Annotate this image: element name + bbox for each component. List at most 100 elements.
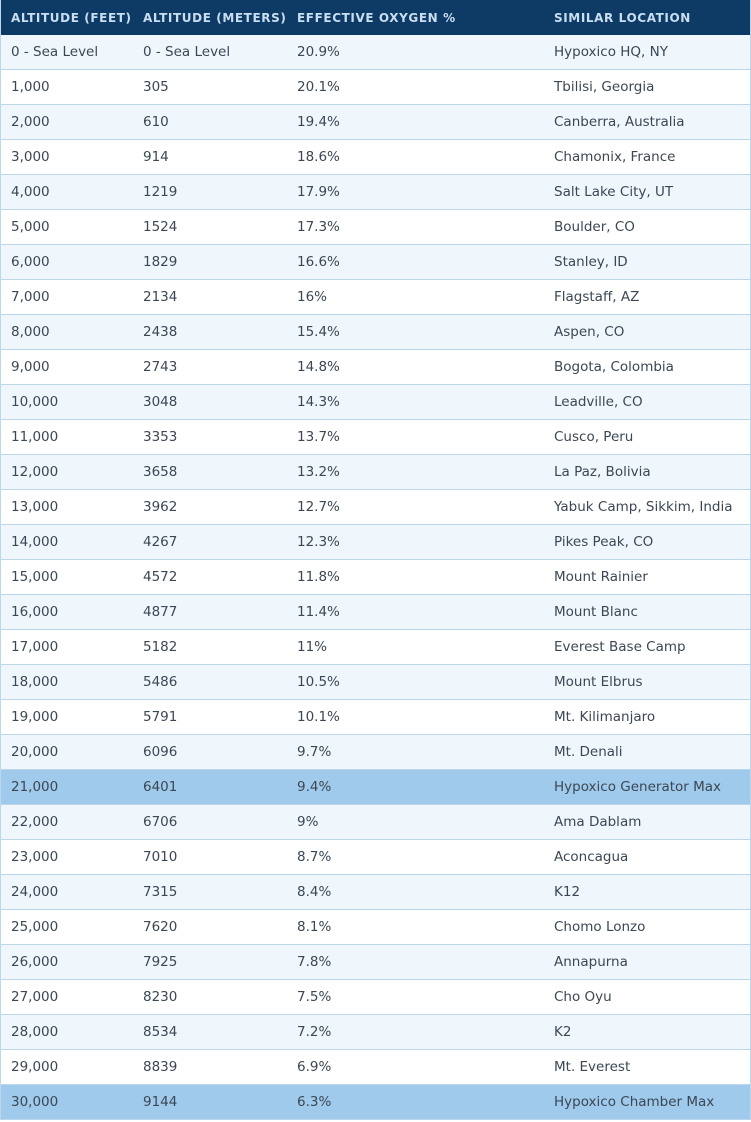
cell-similar-location: Stanley, ID (554, 254, 628, 270)
cell-altitude-meters: 2134 (143, 289, 178, 305)
table-row: 1,000 305 20.1% Tbilisi, Georgia (1, 70, 750, 105)
table-row: 17,000 5182 11% Everest Base Camp (1, 630, 750, 665)
table-row: 3,000 914 18.6% Chamonix, France (1, 140, 750, 175)
cell-altitude-meters: 914 (143, 149, 169, 165)
table-row: 20,000 6096 9.7% Mt. Denali (1, 735, 750, 770)
cell-altitude-feet: 11,000 (11, 429, 59, 445)
cell-altitude-meters: 5182 (143, 639, 178, 655)
cell-similar-location: Mount Rainier (554, 569, 648, 585)
cell-effective-oxygen: 16.6% (297, 254, 340, 270)
table-row: 29,000 8839 6.9% Mt. Everest (1, 1050, 750, 1085)
cell-altitude-meters: 7620 (143, 919, 178, 935)
cell-effective-oxygen: 19.4% (297, 114, 340, 130)
cell-effective-oxygen: 13.2% (297, 464, 340, 480)
table-row: 8,000 2438 15.4% Aspen, CO (1, 315, 750, 350)
cell-similar-location: Hypoxico HQ, NY (554, 44, 668, 60)
cell-altitude-feet: 20,000 (11, 744, 59, 760)
cell-altitude-feet: 12,000 (11, 464, 59, 480)
cell-altitude-feet: 17,000 (11, 639, 59, 655)
cell-similar-location: La Paz, Bolivia (554, 464, 651, 480)
table-row: 4,000 1219 17.9% Salt Lake City, UT (1, 175, 750, 210)
cell-altitude-feet: 9,000 (11, 359, 50, 375)
table-body: 0 - Sea Level 0 - Sea Level 20.9% Hypoxico … (1, 35, 750, 1120)
cell-similar-location: Ama Dablam (554, 814, 642, 830)
cell-altitude-feet: 16,000 (11, 604, 59, 620)
cell-altitude-meters: 1524 (143, 219, 178, 235)
table-row: 16,000 4877 11.4% Mount Blanc (1, 595, 750, 630)
cell-effective-oxygen: 14.3% (297, 394, 340, 410)
cell-similar-location: K2 (554, 1024, 572, 1040)
table-row: 25,000 7620 8.1% Chomo Lonzo (1, 910, 750, 945)
cell-similar-location: Canberra, Australia (554, 114, 685, 130)
cell-effective-oxygen: 6.9% (297, 1059, 332, 1075)
cell-altitude-feet: 22,000 (11, 814, 59, 830)
cell-altitude-meters: 6706 (143, 814, 178, 830)
cell-altitude-feet: 23,000 (11, 849, 59, 865)
table-row: 23,000 7010 8.7% Aconcagua (1, 840, 750, 875)
header-altitude-feet: ALTITUDE (FEET) (11, 10, 132, 25)
cell-altitude-feet: 7,000 (11, 289, 50, 305)
cell-effective-oxygen: 9% (297, 814, 319, 830)
cell-altitude-feet: 8,000 (11, 324, 50, 340)
cell-effective-oxygen: 16% (297, 289, 328, 305)
cell-altitude-meters: 7010 (143, 849, 178, 865)
cell-similar-location: Mt. Everest (554, 1059, 631, 1075)
cell-altitude-meters: 6096 (143, 744, 178, 760)
cell-altitude-meters: 3353 (143, 429, 178, 445)
table-row: 21,000 6401 9.4% Hypoxico Generator Max (1, 770, 750, 805)
cell-altitude-feet: 21,000 (11, 779, 59, 795)
cell-similar-location: Everest Base Camp (554, 639, 686, 655)
cell-similar-location: Chomo Lonzo (554, 919, 646, 935)
cell-similar-location: K12 (554, 884, 581, 900)
cell-altitude-feet: 6,000 (11, 254, 50, 270)
table-row: 30,000 9144 6.3% Hypoxico Chamber Max (1, 1085, 750, 1120)
cell-effective-oxygen: 7.2% (297, 1024, 332, 1040)
cell-similar-location: Tbilisi, Georgia (554, 79, 655, 95)
cell-effective-oxygen: 14.8% (297, 359, 340, 375)
cell-altitude-meters: 8534 (143, 1024, 178, 1040)
cell-effective-oxygen: 8.7% (297, 849, 332, 865)
table-row: 18,000 5486 10.5% Mount Elbrus (1, 665, 750, 700)
cell-altitude-feet: 24,000 (11, 884, 59, 900)
cell-similar-location: Cho Oyu (554, 989, 612, 1005)
cell-altitude-feet: 25,000 (11, 919, 59, 935)
cell-similar-location: Annapurna (554, 954, 628, 970)
cell-effective-oxygen: 13.7% (297, 429, 340, 445)
table-row: 9,000 2743 14.8% Bogota, Colombia (1, 350, 750, 385)
table-row: 14,000 4267 12.3% Pikes Peak, CO (1, 525, 750, 560)
cell-altitude-feet: 5,000 (11, 219, 50, 235)
cell-effective-oxygen: 10.1% (297, 709, 340, 725)
table-row: 13,000 3962 12.7% Yabuk Camp, Sikkim, India (1, 490, 750, 525)
table-row: 0 - Sea Level 0 - Sea Level 20.9% Hypoxico … (1, 35, 750, 70)
table-row: 12,000 3658 13.2% La Paz, Bolivia (1, 455, 750, 490)
cell-effective-oxygen: 20.1% (297, 79, 340, 95)
cell-altitude-feet: 19,000 (11, 709, 59, 725)
cell-altitude-meters: 9144 (143, 1094, 178, 1110)
table-row: 11,000 3353 13.7% Cusco, Peru (1, 420, 750, 455)
cell-altitude-feet: 13,000 (11, 499, 59, 515)
cell-effective-oxygen: 12.3% (297, 534, 340, 550)
cell-similar-location: Mount Blanc (554, 604, 638, 620)
cell-altitude-feet: 26,000 (11, 954, 59, 970)
cell-effective-oxygen: 11.8% (297, 569, 340, 585)
cell-similar-location: Flagstaff, AZ (554, 289, 640, 305)
cell-effective-oxygen: 7.8% (297, 954, 332, 970)
cell-effective-oxygen: 18.6% (297, 149, 340, 165)
cell-altitude-meters: 305 (143, 79, 169, 95)
cell-altitude-feet: 2,000 (11, 114, 50, 130)
cell-similar-location: Salt Lake City, UT (554, 184, 674, 200)
cell-effective-oxygen: 8.1% (297, 919, 332, 935)
cell-similar-location: Chamonix, France (554, 149, 676, 165)
cell-altitude-feet: 3,000 (11, 149, 50, 165)
cell-altitude-feet: 0 - Sea Level (11, 44, 99, 60)
cell-altitude-feet: 29,000 (11, 1059, 59, 1075)
header-similar-location: SIMILAR LOCATION (554, 10, 691, 25)
cell-altitude-feet: 18,000 (11, 674, 59, 690)
cell-effective-oxygen: 20.9% (297, 44, 340, 60)
table-row: 24,000 7315 8.4% K12 (1, 875, 750, 910)
cell-altitude-meters: 7315 (143, 884, 178, 900)
cell-similar-location: Mt. Kilimanjaro (554, 709, 656, 725)
table-row: 27,000 8230 7.5% Cho Oyu (1, 980, 750, 1015)
cell-altitude-meters: 5791 (143, 709, 178, 725)
